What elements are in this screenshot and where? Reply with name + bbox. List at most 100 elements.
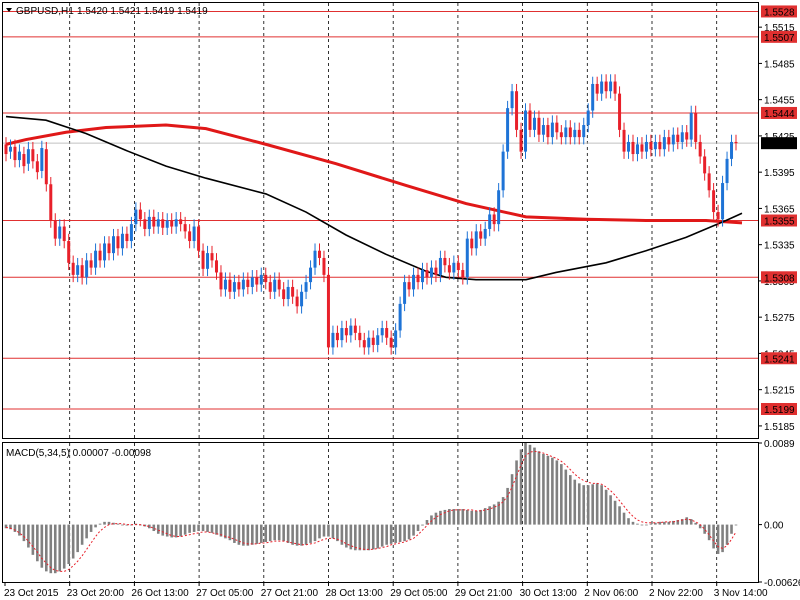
level-tag-label: 1.5199 bbox=[764, 405, 795, 416]
candle-bull bbox=[174, 219, 178, 227]
macd-bar bbox=[31, 524, 35, 555]
candle-bear bbox=[89, 260, 93, 268]
level-tag bbox=[761, 106, 797, 119]
macd-bar bbox=[654, 522, 657, 525]
macd-bar bbox=[443, 509, 447, 525]
moving-average-black bbox=[5, 115, 743, 281]
macd-bar bbox=[712, 524, 715, 549]
x-tick-label: 3 Nov 14:00 bbox=[714, 588, 768, 599]
macd-bar bbox=[362, 524, 366, 551]
candle-bull bbox=[564, 127, 568, 138]
level-tag-label: 1.5507 bbox=[764, 33, 795, 44]
macd-bar bbox=[268, 524, 272, 542]
candle-bear bbox=[492, 214, 496, 225]
triangle-down-icon[interactable] bbox=[6, 8, 12, 12]
candle-bear bbox=[555, 122, 559, 133]
macd-bar bbox=[694, 522, 697, 525]
macd-bar bbox=[121, 524, 124, 526]
candle-bull bbox=[421, 270, 425, 283]
candle-bull bbox=[241, 279, 245, 290]
macd-bar bbox=[98, 523, 102, 525]
macd-bar bbox=[246, 524, 250, 546]
macd-bar bbox=[582, 485, 586, 525]
macd-bar bbox=[403, 524, 406, 542]
candle-bull bbox=[313, 250, 317, 268]
y-tick-label: 1.5395 bbox=[764, 168, 795, 179]
candle-bear bbox=[152, 216, 156, 227]
y-tick-label: 1.5365 bbox=[764, 204, 795, 215]
macd-bar bbox=[89, 524, 93, 532]
macd-bar bbox=[470, 510, 474, 525]
y-tick-label: 1.5275 bbox=[764, 313, 795, 324]
macd-bar bbox=[640, 524, 644, 526]
candle-bull bbox=[286, 286, 290, 300]
macd-bar bbox=[573, 479, 577, 525]
macd-bar bbox=[604, 489, 608, 525]
macd-bar bbox=[327, 524, 330, 537]
level-tag-label: 1.5241 bbox=[764, 354, 795, 365]
macd-bar bbox=[210, 524, 214, 533]
candle-bear bbox=[546, 125, 550, 138]
candle-bear bbox=[434, 267, 438, 275]
candle-bull bbox=[653, 141, 657, 150]
macd-bar bbox=[192, 524, 196, 532]
macd-tick-label: 0.00 bbox=[764, 521, 784, 532]
macd-bar bbox=[421, 524, 424, 526]
horizontal-levels[interactable] bbox=[3, 10, 758, 410]
candle-bear bbox=[31, 149, 35, 162]
candle-bull bbox=[600, 81, 604, 94]
macd-bar bbox=[577, 483, 581, 525]
macd-bar bbox=[560, 464, 563, 525]
macd-bar bbox=[367, 524, 371, 551]
candle-bear bbox=[317, 250, 321, 258]
macd-bar bbox=[116, 523, 120, 525]
macd-bar bbox=[465, 509, 469, 525]
candle-bear bbox=[631, 141, 635, 155]
candle-bull bbox=[192, 226, 196, 242]
candle-bear bbox=[707, 173, 711, 191]
x-tick-label: 29 Oct 05:00 bbox=[390, 588, 448, 599]
candle-bear bbox=[295, 296, 299, 307]
candle-bear bbox=[358, 332, 362, 341]
candle-bear bbox=[197, 226, 201, 251]
candle-bear bbox=[335, 332, 339, 341]
macd-bar bbox=[501, 497, 505, 525]
macd-bar bbox=[555, 460, 559, 525]
x-tick-label: 26 Oct 13:00 bbox=[131, 588, 189, 599]
candle-bull bbox=[524, 110, 528, 152]
candle-bull bbox=[483, 228, 487, 239]
macd-bar bbox=[658, 521, 662, 525]
macd-bar bbox=[394, 524, 397, 543]
candle-bear bbox=[604, 81, 608, 92]
candle-bear bbox=[568, 127, 572, 138]
candle-bull bbox=[438, 257, 442, 275]
macd-bar bbox=[600, 485, 603, 525]
macd-bar bbox=[371, 524, 375, 550]
macd-bar bbox=[62, 524, 66, 569]
macd-bar bbox=[9, 524, 12, 530]
candle-bear bbox=[447, 265, 451, 273]
candle-bull bbox=[40, 148, 44, 171]
x-tick-label: 2 Nov 06:00 bbox=[584, 588, 638, 599]
macd-bar bbox=[645, 524, 648, 526]
candle-bear bbox=[577, 129, 581, 138]
macd-bar bbox=[228, 524, 232, 541]
candle-bear bbox=[559, 132, 563, 138]
macd-bar bbox=[206, 524, 209, 532]
level-tag-label: 1.5308 bbox=[764, 273, 795, 284]
macd-bar bbox=[174, 524, 178, 538]
level-tag bbox=[761, 271, 797, 284]
macd-bar bbox=[730, 524, 733, 534]
macd-bar bbox=[277, 524, 281, 541]
macd-bar bbox=[53, 524, 57, 574]
macd-bar bbox=[380, 524, 384, 547]
macd-bar bbox=[161, 524, 165, 536]
candle-bull bbox=[367, 337, 371, 348]
macd-bar bbox=[152, 524, 156, 532]
candle-bull bbox=[671, 134, 675, 145]
candle-bear bbox=[734, 141, 738, 144]
macd-bar bbox=[125, 524, 129, 526]
candle-bull bbox=[94, 250, 98, 268]
candle-bull bbox=[541, 125, 545, 135]
